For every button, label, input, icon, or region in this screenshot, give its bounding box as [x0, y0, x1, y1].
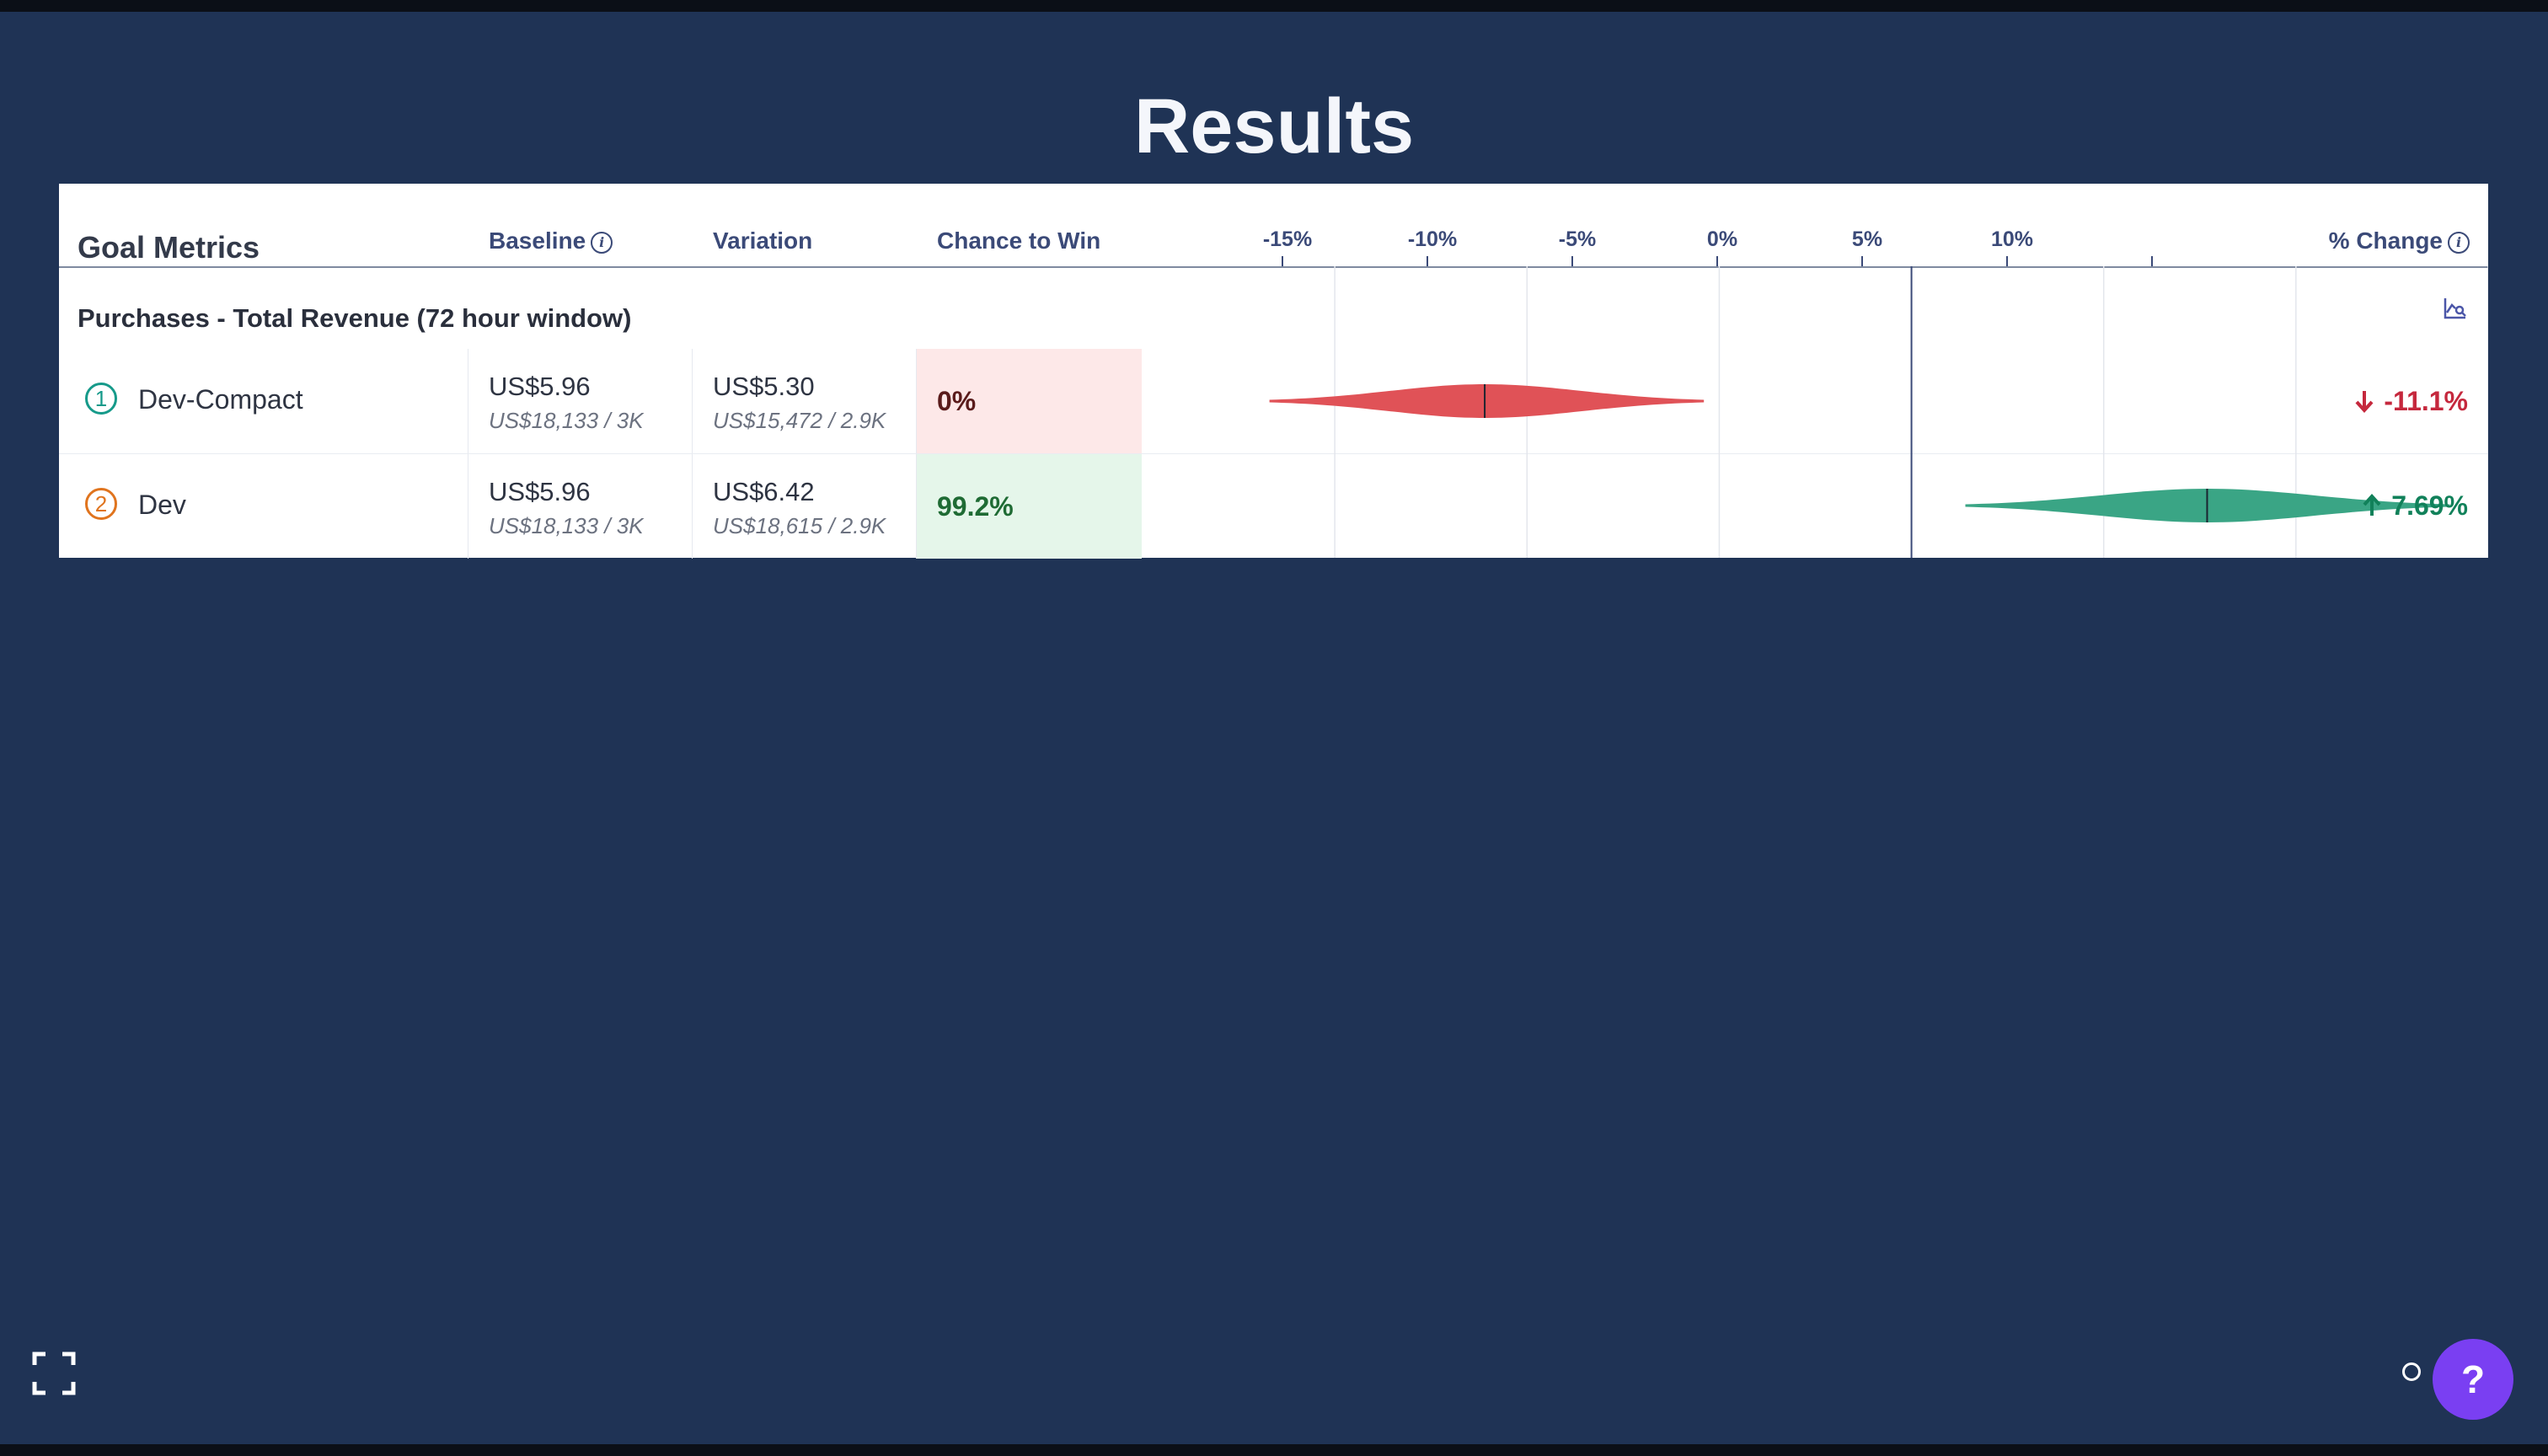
- pct-change-text: 7.69%: [2391, 490, 2468, 521]
- page-title: Results: [1133, 83, 1415, 169]
- window-bottom-bar: [0, 1444, 2548, 1456]
- variation-badge: 2: [85, 488, 117, 520]
- chart-zoom-icon[interactable]: [2443, 296, 2468, 321]
- metric-title: Purchases - Total Revenue (72 hour windo…: [78, 303, 632, 333]
- chance-to-win-cell: 0%: [917, 349, 1142, 453]
- window-top-bar: [0, 0, 2548, 12]
- variation-header: Variation: [713, 228, 813, 254]
- chance-to-win-value: 99.2%: [937, 491, 1014, 522]
- chance-to-win-value: 0%: [937, 386, 977, 416]
- variation-sub: US$18,615 / 2.9K: [713, 513, 886, 538]
- variation-sub: US$15,472 / 2.9K: [713, 408, 886, 433]
- variation-cell: US$5.30 US$15,472 / 2.9K: [693, 349, 917, 453]
- variation-name: Dev-Compact: [138, 384, 303, 415]
- baseline-sub: US$18,133 / 3K: [489, 408, 644, 433]
- baseline-cell: US$5.96 US$18,133 / 3K: [468, 454, 693, 559]
- help-button[interactable]: ?: [2433, 1339, 2513, 1420]
- pct-change-header: % Change i: [2329, 226, 2470, 256]
- table-row: 2 Dev US$5.96 US$18,133 / 3K US$6.42 US$…: [59, 453, 2488, 559]
- results-table: Goal Metrics Baseline i Variation Chance …: [59, 184, 2488, 559]
- table-header: Goal Metrics Baseline i Variation Chance …: [59, 184, 2488, 268]
- status-circle-icon: [2402, 1362, 2421, 1381]
- variation-name-cell: 1 Dev-Compact: [59, 349, 468, 453]
- axis-tick-label: -5%: [1558, 228, 1597, 251]
- pct-change-value: 7.69%: [2359, 489, 2468, 522]
- variation-value: US$5.30: [713, 372, 815, 401]
- violin-dev-compact: [1269, 384, 1705, 418]
- pct-change-header-label: % Change: [2328, 228, 2443, 254]
- baseline-header-label: Baseline: [489, 228, 586, 254]
- table-row: 1 Dev-Compact US$5.96 US$18,133 / 3K US$…: [59, 349, 2488, 453]
- arrow-up-icon: [2363, 494, 2381, 516]
- axis-tick-mark: [1427, 256, 1428, 266]
- axis-tick-mark: [1571, 256, 1573, 266]
- variation-name: Dev: [138, 490, 186, 520]
- baseline-header: Baseline i: [489, 226, 613, 256]
- variation-badge: 1: [85, 383, 117, 415]
- variation-name-cell: 2 Dev: [59, 454, 468, 559]
- baseline-value: US$5.96: [489, 372, 591, 401]
- axis-tick-mark: [1861, 256, 1863, 266]
- baseline-sub: US$18,133 / 3K: [489, 513, 644, 538]
- axis-tick-label: 5%: [1851, 228, 1883, 251]
- chance-to-win-header: Chance to Win: [937, 228, 1101, 254]
- baseline-cell: US$5.96 US$18,133 / 3K: [468, 349, 693, 453]
- axis-tick-label: 0%: [1706, 228, 1738, 251]
- axis-tick-mark: [1716, 256, 1718, 266]
- fullscreen-icon[interactable]: [32, 1352, 76, 1395]
- info-icon[interactable]: i: [2448, 231, 2470, 254]
- variation-cell: US$6.42 US$18,615 / 2.9K: [693, 454, 917, 559]
- axis-tick-label: -10%: [1407, 228, 1458, 251]
- axis-tick-mark: [2151, 256, 2153, 266]
- chance-to-win-cell: 99.2%: [917, 454, 1142, 559]
- pct-change-value: -11.1%: [2352, 384, 2468, 418]
- arrow-down-icon: [2355, 391, 2374, 413]
- axis-tick-label: 10%: [1990, 228, 2034, 251]
- baseline-value: US$5.96: [489, 477, 591, 506]
- variation-value: US$6.42: [713, 477, 815, 506]
- goal-metrics-header: Goal Metrics: [78, 230, 260, 265]
- info-icon[interactable]: i: [591, 231, 613, 254]
- axis-tick-label: -15%: [1262, 228, 1313, 251]
- violin-chart: [1269, 266, 2488, 558]
- axis-tick-mark: [1282, 256, 1283, 266]
- axis-tick-mark: [2006, 256, 2008, 266]
- pct-change-text: -11.1%: [2384, 386, 2468, 416]
